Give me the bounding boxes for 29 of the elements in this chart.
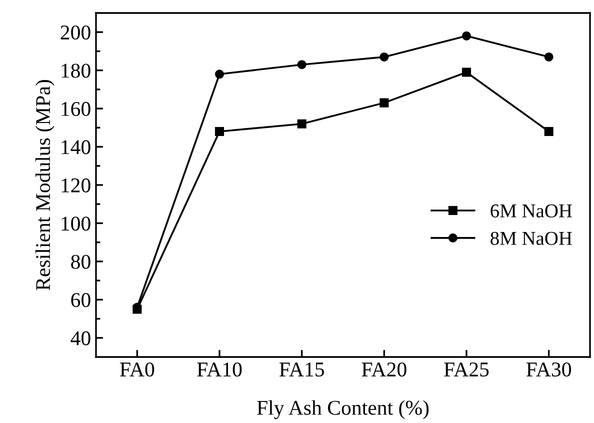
legend-label: 6M NaOH (490, 204, 572, 218)
y-tick-label: 160 (62, 102, 90, 116)
x-tick-label: FA20 (362, 362, 406, 377)
point (214, 70, 224, 79)
point (297, 60, 306, 70)
x-tick-label: FA10 (197, 362, 242, 377)
point (214, 126, 224, 136)
y-axis-title: Resilient Modulus (MPa) (35, 80, 54, 290)
point (544, 126, 554, 136)
point (544, 52, 554, 62)
point (462, 68, 472, 77)
point (462, 31, 472, 40)
y-tick-label: 140 (62, 140, 90, 154)
x-tick-label: FA0 (120, 362, 154, 377)
x-tick-label: FA30 (526, 362, 572, 377)
y-tick-label: 80 (71, 254, 90, 269)
x-axis-title: Fly Ash Content (%) (257, 400, 429, 420)
point (297, 119, 306, 128)
legend-label: 8M NaOH (490, 232, 572, 245)
y-tick-label: 200 (60, 25, 90, 40)
point (380, 52, 389, 62)
y-tick-label: 100 (62, 216, 90, 231)
x-tick-label: FA15 (279, 362, 324, 377)
y-tick-label: 60 (71, 293, 90, 308)
y-tick-label: 40 (70, 331, 90, 346)
x-tick-label: FA25 (444, 362, 489, 377)
y-tick-label: 180 (62, 64, 90, 78)
y-tick-label: 120 (62, 178, 90, 192)
point (380, 98, 389, 108)
